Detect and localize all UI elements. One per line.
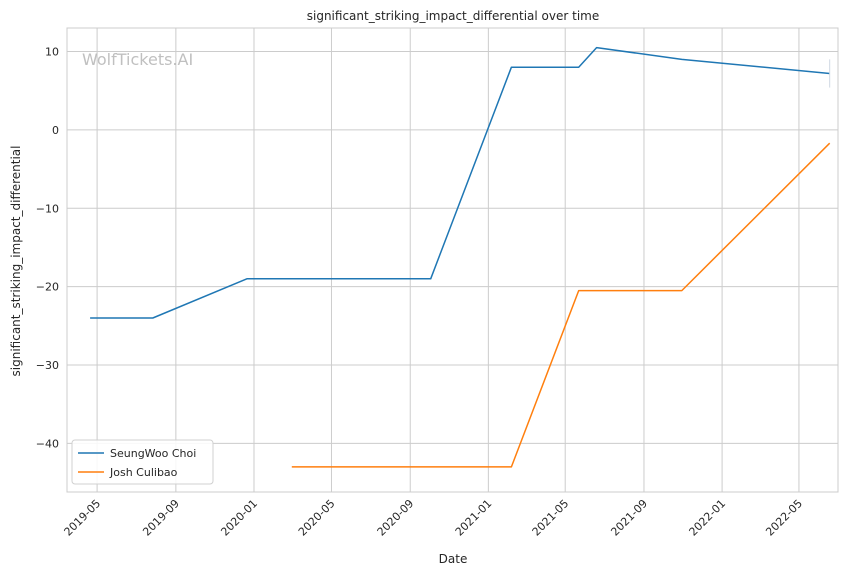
y-tick-label: −30 [36,359,59,372]
x-tick-label: 2021-09 [608,497,650,539]
x-axis-label: Date [439,552,468,566]
x-tick-label: 2020-05 [296,497,338,539]
legend-label: SeungWoo Choi [110,447,196,460]
x-tick-label: 2022-01 [687,497,729,539]
y-tick-label: 0 [52,124,59,137]
x-tick-label: 2021-01 [453,497,495,539]
y-tick-label: −20 [36,281,59,294]
legend: SeungWoo Choi Josh Culibao [71,439,214,485]
plot-frame [66,27,839,493]
y-axis-ticks: 10 0 −10 −20 −30 −40 [36,46,59,451]
y-tick-label: −40 [36,437,59,450]
legend-label: Josh Culibao [109,466,178,479]
series-line-0 [90,46,830,319]
x-tick-label: 2019-05 [62,497,104,539]
x-tick-label: 2020-01 [218,497,260,539]
series-line-1 [291,142,831,468]
x-tick-label: 2022-05 [763,497,805,539]
y-tick-label: 10 [45,46,59,59]
legend-box [71,439,214,485]
x-axis-ticks: 2019-05 2019-09 2020-01 2020-05 2020-09 2021-… [62,497,806,539]
chart-title: significant_striking_impact_differential… [307,9,599,23]
x-tick-label: 2020-09 [375,497,417,539]
x-tick-label: 2021-05 [530,497,572,539]
x-tick-label: 2019-09 [140,497,182,539]
y-axis-label: significant_striking_impact_differential [9,146,23,377]
watermark: WolfTickets.AI [82,50,193,69]
series [90,46,831,468]
grid [67,28,838,492]
y-tick-label: −10 [36,202,59,215]
